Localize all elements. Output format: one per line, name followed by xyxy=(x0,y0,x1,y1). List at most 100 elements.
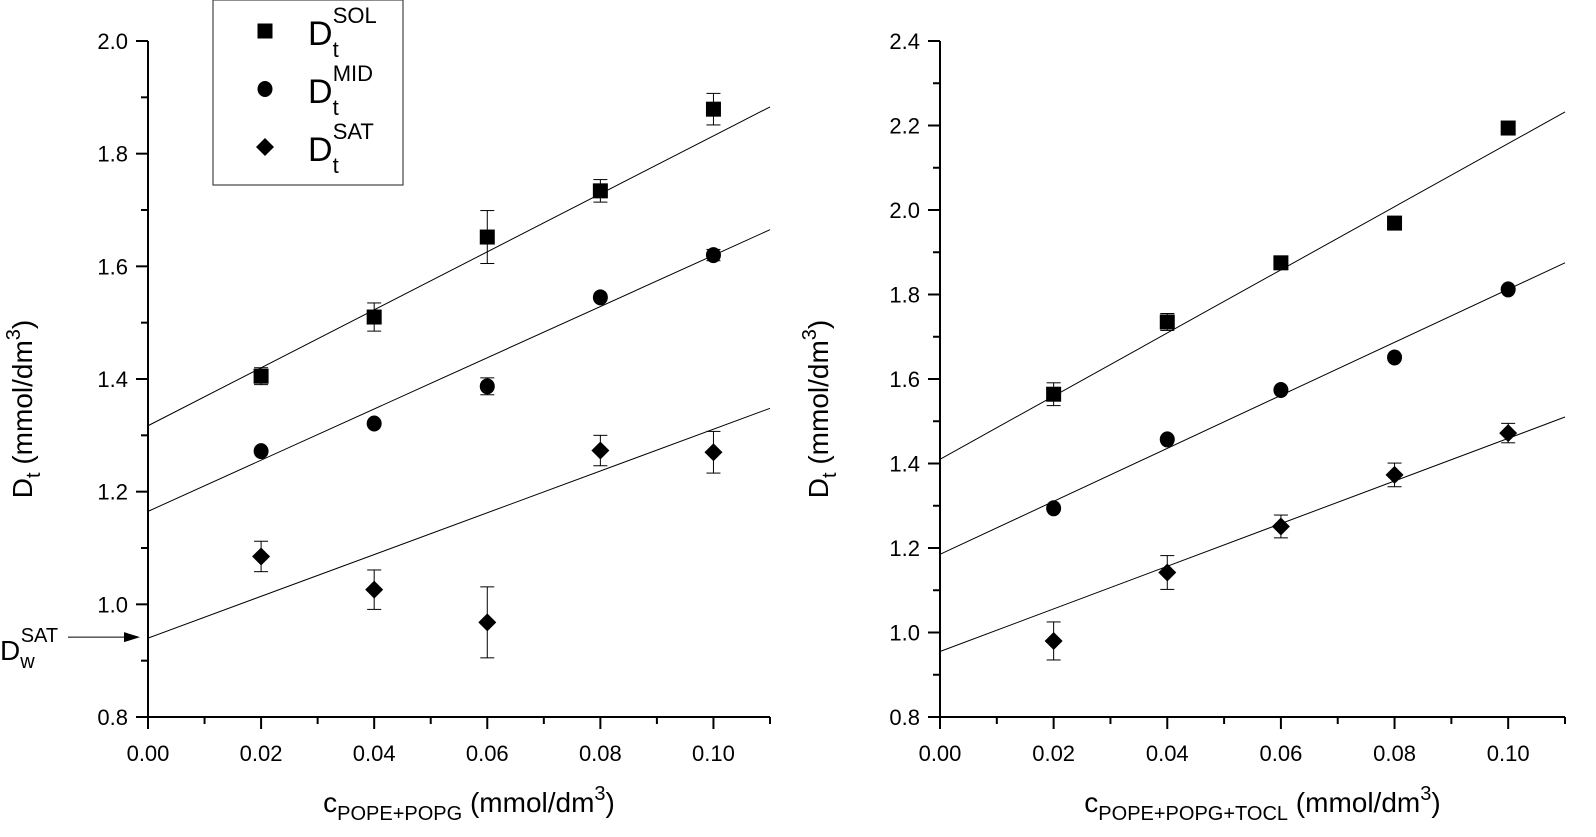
x-tick-label: 0.08 xyxy=(579,741,622,766)
legend-box xyxy=(212,0,404,186)
left-panel: 0.00 0.02 0.04 0.06 0.08 0.10 0.8 1.0 1.2 1.4 1.6 1… xyxy=(3,29,771,825)
y-tick-label: 1.0 xyxy=(97,592,128,617)
data-point-circle xyxy=(1046,500,1062,517)
y-tick-label: 1.8 xyxy=(97,142,128,167)
x-axis-title-close: ) xyxy=(1431,787,1440,818)
y-axis-title-main: D xyxy=(7,478,38,498)
dw-sup: SAT xyxy=(21,625,58,647)
y-axis-title-sup: 3 xyxy=(799,329,821,340)
legend-label-sol: Dt SOL xyxy=(308,3,377,62)
data-point-diamond xyxy=(252,547,271,566)
y-tick-label: 1.0 xyxy=(889,621,920,646)
series-square xyxy=(1046,120,1516,407)
y-axis-title-sub: t xyxy=(23,472,45,478)
data-point-diamond xyxy=(478,613,497,632)
legend-sup: SOL xyxy=(333,3,377,28)
dw-sat-label: Dw SAT xyxy=(0,625,58,673)
y-tick-label: 1.6 xyxy=(889,367,920,392)
legend-sup: MID xyxy=(333,61,373,86)
data-point-circle xyxy=(1159,431,1175,448)
data-point-square xyxy=(592,183,608,199)
data-point-circle xyxy=(253,443,269,460)
x-axis-title-unit: (mmol/dm xyxy=(462,787,594,818)
y-axis-title-close: ) xyxy=(7,320,38,329)
series-diamond xyxy=(252,430,723,659)
y-axis-title-unit: (mmol/dm xyxy=(7,340,38,472)
y-tick-label: 1.6 xyxy=(97,254,128,279)
series-square xyxy=(253,92,721,386)
series-circle xyxy=(253,247,721,460)
data-point-diamond xyxy=(591,441,610,460)
fit-line-square xyxy=(147,106,771,427)
fit-line-diamond xyxy=(147,407,771,639)
y-tick-label: 0.8 xyxy=(97,705,128,730)
x-axis-title: cPOPE+POPG+TOCL (mmol/dm3) xyxy=(1084,783,1440,825)
right-panel: 0.00 0.02 0.04 0.06 0.08 0.10 0.8 1.0 1.2 1.4 1.6 1… xyxy=(799,29,1566,825)
data-point-circle xyxy=(1273,381,1289,398)
dw-sat-annotation: Dw SAT xyxy=(0,625,140,673)
fit-line-circle xyxy=(939,262,1566,555)
legend-main: D xyxy=(308,73,333,111)
x-tick-label: 0.10 xyxy=(692,741,735,766)
legend-marker-diamond xyxy=(256,138,274,156)
series-diamond xyxy=(1044,422,1518,661)
x-axis-title-unit: (mmol/dm xyxy=(1288,787,1420,818)
y-axis-title-main: D xyxy=(803,478,834,498)
x-tick-label: 0.06 xyxy=(1259,741,1302,766)
x-tick-label: 0.10 xyxy=(1487,741,1530,766)
y-tick-label: 1.2 xyxy=(889,536,920,561)
y-axis-title: Dt (mmol/dm3) xyxy=(799,320,841,498)
data-point-square xyxy=(705,101,721,117)
x-tick-label: 0.06 xyxy=(466,741,509,766)
y-axis-title-sub: t xyxy=(819,472,841,478)
x-axis-title-close: ) xyxy=(606,787,615,818)
fit-line-diamond xyxy=(939,416,1566,652)
data-point-circle xyxy=(592,289,608,306)
y-axis-title-unit: (mmol/dm xyxy=(803,340,834,472)
data-point-diamond xyxy=(1385,465,1404,484)
x-tick-label: 0.02 xyxy=(1032,741,1075,766)
y-tick-label: 0.8 xyxy=(889,705,920,730)
data-point-square xyxy=(366,309,382,325)
y-tick-label: 2.0 xyxy=(889,198,920,223)
legend-main: D xyxy=(308,131,333,169)
x-axis-title-main: c xyxy=(1084,787,1098,818)
dw-sub: w xyxy=(19,651,35,673)
x-axis-title-sub: POPE+POPG xyxy=(337,803,462,825)
data-point-circle xyxy=(366,415,382,432)
legend-marker-square xyxy=(257,23,273,39)
y-tick-label: 2.0 xyxy=(97,29,128,54)
data-point-diamond xyxy=(1499,424,1518,443)
legend-sub: t xyxy=(333,153,339,178)
x-tick-label: 0.00 xyxy=(127,741,170,766)
x-axis-title-sup: 3 xyxy=(594,783,605,805)
y-tick-label: 1.4 xyxy=(889,452,920,477)
series-circle xyxy=(1046,281,1516,517)
fit-line-square xyxy=(939,111,1566,460)
x-axis-title-sub: POPE+POPG+TOCL xyxy=(1098,803,1288,825)
data-point-circle xyxy=(1387,349,1403,366)
x-tick-label: 0.00 xyxy=(919,741,962,766)
arrow-head-icon xyxy=(124,632,140,643)
y-tick-label: 2.4 xyxy=(889,29,920,54)
data-point-diamond xyxy=(1158,563,1177,582)
legend-label-mid: Dt MID xyxy=(308,61,373,120)
y-axis-title-sup: 3 xyxy=(3,329,25,340)
dw-main: D xyxy=(0,635,20,666)
data-point-square xyxy=(1273,255,1289,271)
data-point-diamond xyxy=(1271,517,1290,536)
x-axis-title-sup: 3 xyxy=(1420,783,1431,805)
x-axis-title-main: c xyxy=(323,787,337,818)
data-point-square xyxy=(253,368,269,384)
x-axis-title: cPOPE+POPG (mmol/dm3) xyxy=(323,783,615,825)
data-point-diamond xyxy=(365,580,384,599)
legend-marker-circle xyxy=(257,81,273,97)
data-point-square xyxy=(1500,120,1516,136)
y-axis-title-close: ) xyxy=(803,320,834,329)
x-tick-label: 0.04 xyxy=(1146,741,1189,766)
data-point-diamond xyxy=(1044,631,1063,650)
legend-sub: t xyxy=(333,95,339,120)
data-point-square xyxy=(1046,386,1062,402)
